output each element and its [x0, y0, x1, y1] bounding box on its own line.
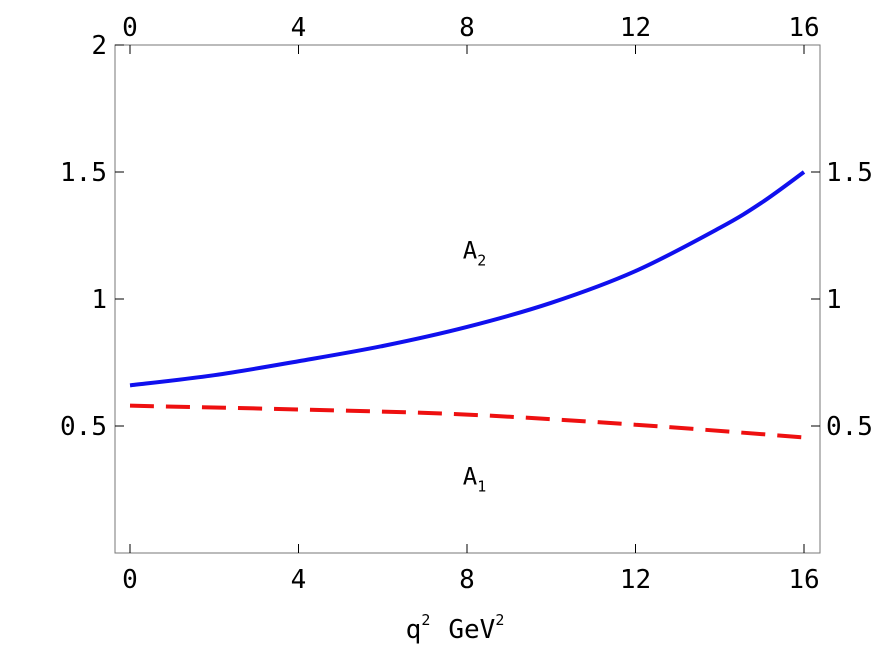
y-tick-label-left: 0.5: [60, 412, 107, 442]
x-axis-title: q2 GeV2: [406, 611, 505, 645]
series-line-a1: [129, 403, 805, 440]
y-tick-label-left: 2: [91, 31, 107, 61]
x-tick-label-top: 4: [291, 13, 307, 43]
y-tick-label-right: 1.5: [826, 158, 873, 188]
x-tick-label-top: 8: [459, 13, 475, 43]
x-tick-label-top: 0: [122, 13, 138, 43]
series-line-a2: [129, 170, 806, 388]
y-tick-label-right: 1: [826, 285, 842, 315]
x-tick-label-top: 12: [620, 13, 651, 43]
x-tick-label-bottom: 4: [291, 565, 307, 595]
y-tick-label-left: 1.5: [60, 158, 107, 188]
series-label-a1: A1: [463, 462, 486, 495]
y-tick-label-left: 1: [91, 285, 107, 315]
labels-layer: A2 A1: [463, 236, 486, 495]
x-tick-label-bottom: 16: [788, 565, 819, 595]
x-tick-label-top: 16: [788, 13, 819, 43]
x-tick-label-bottom: 8: [459, 565, 475, 595]
ticks: 0 0 4 4 8 8 12 12 16 16 0.5 1 1.5 2 0.5 1 1.5: [60, 13, 873, 595]
series-label-a2: A2: [463, 236, 486, 269]
series-layer: [129, 170, 806, 440]
x-tick-label-bottom: 12: [620, 565, 651, 595]
x-tick-label-bottom: 0: [122, 565, 138, 595]
y-tick-label-right: 0.5: [826, 412, 873, 442]
